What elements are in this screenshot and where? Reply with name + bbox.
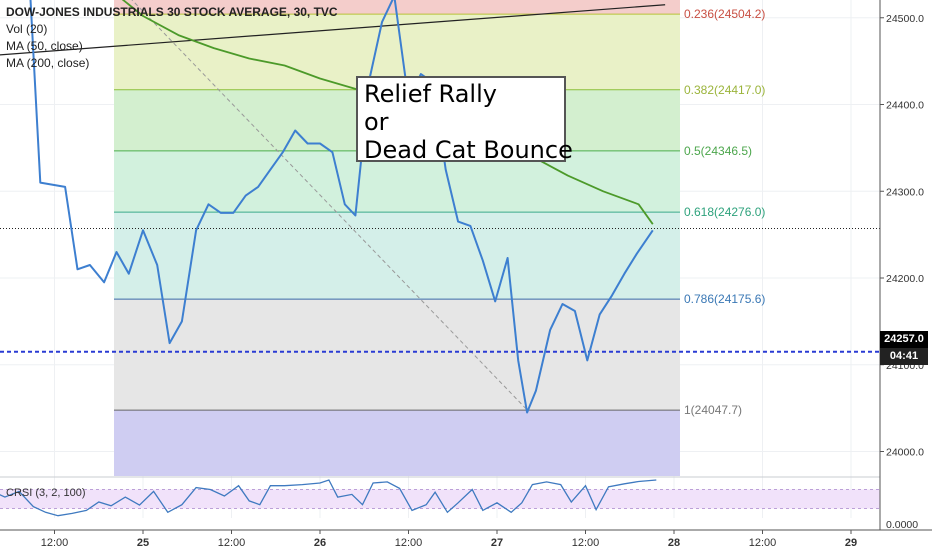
fib-zone bbox=[114, 212, 680, 300]
fib-zone bbox=[114, 299, 680, 411]
series-ma50-line bbox=[121, 0, 654, 225]
time-tick-label: 12:00 bbox=[749, 537, 777, 549]
price-tick-label: 24300.0 bbox=[886, 186, 924, 198]
time-tick-label: 12:00 bbox=[218, 537, 246, 549]
fib-diagonal-line bbox=[131, 0, 528, 411]
fib-zone-extension bbox=[114, 410, 680, 476]
time-tick-label: 12:00 bbox=[395, 537, 423, 549]
time-tick-label: 12:00 bbox=[41, 537, 69, 549]
legend-ma200[interactable]: MA (200, close) bbox=[6, 56, 90, 70]
price-axis-bg bbox=[880, 0, 932, 550]
time-tick-label: 27 bbox=[491, 537, 503, 549]
fib-level-label: 1(24047.7) bbox=[684, 403, 742, 417]
price-tick-label: 24000.0 bbox=[886, 447, 924, 459]
csri-legend[interactable]: CRSI (3, 2, 100) bbox=[6, 487, 86, 499]
trend-line bbox=[0, 4, 666, 56]
series-price-line bbox=[29, 0, 654, 414]
annotation-line-2: or bbox=[364, 108, 389, 136]
fib-level-label: 0.382(24417.0) bbox=[684, 83, 765, 97]
fib-level-label: 0.236(24504.2) bbox=[684, 7, 765, 21]
annotation-line-3: Dead Cat Bounce bbox=[364, 136, 573, 164]
time-tick-label: 26 bbox=[314, 537, 326, 549]
price-tick-label: 24400.0 bbox=[886, 100, 924, 112]
fib-level-label: 0.786(24175.6) bbox=[684, 292, 765, 306]
annotation-line-1: Relief Rally bbox=[364, 80, 497, 108]
price-tick-label: 24500.0 bbox=[886, 13, 924, 25]
last-price-tag: 24257.0 bbox=[880, 331, 928, 348]
time-tick-label: 29 bbox=[845, 537, 857, 549]
csri-line bbox=[0, 479, 657, 517]
countdown-tag: 04:41 bbox=[880, 348, 928, 365]
legend-ma50[interactable]: MA (50, close) bbox=[6, 39, 83, 53]
time-tick-label: 25 bbox=[137, 537, 149, 549]
legend-vol[interactable]: Vol (20) bbox=[6, 22, 48, 36]
fib-level-label: 0.5(24346.5) bbox=[684, 144, 752, 158]
time-tick-label: 12:00 bbox=[572, 537, 600, 549]
csri-tick-label: 0.0000 bbox=[886, 519, 918, 531]
annotation-text-box[interactable]: Relief Rally or Dead Cat Bounce bbox=[356, 76, 573, 164]
fib-level-label: 0.618(24276.0) bbox=[684, 205, 765, 219]
chart-legend: DOW-JONES INDUSTRIALS 30 STOCK AVERAGE, … bbox=[6, 4, 338, 72]
time-tick-label: 28 bbox=[668, 537, 680, 549]
price-tick-label: 24200.0 bbox=[886, 273, 924, 285]
symbol-title: DOW-JONES INDUSTRIALS 30 STOCK AVERAGE, … bbox=[6, 5, 338, 19]
fib-zone bbox=[114, 0, 680, 15]
